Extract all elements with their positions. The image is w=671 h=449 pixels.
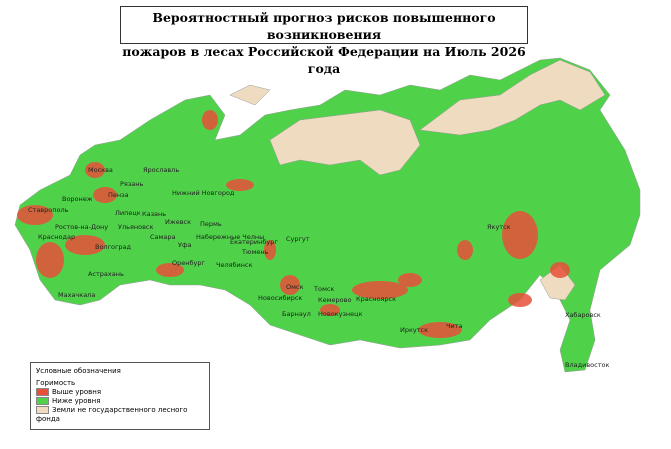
city-label: Пермь bbox=[200, 220, 222, 228]
city-label: Омск bbox=[286, 283, 304, 291]
legend-label: Выше уровня bbox=[52, 388, 102, 396]
city-label: Владивосток bbox=[565, 361, 609, 369]
legend-swatch bbox=[36, 406, 49, 414]
city-label: Томск bbox=[313, 285, 334, 293]
city-labels: Москва Ярославль Рязань Пенза Воронеж Нижний … bbox=[28, 166, 609, 369]
legend-label: Ниже уровня bbox=[52, 397, 101, 405]
city-label: Ставрополь bbox=[28, 206, 69, 214]
city-label: Оренбург bbox=[172, 259, 205, 267]
legend-items: Выше уровня Ниже уровня Земли не государст… bbox=[36, 388, 204, 424]
legend-label: Земли не государственного лесного фонда bbox=[36, 406, 188, 423]
title-line: пожаров в лесах Российской Федерации на … bbox=[122, 44, 526, 76]
city-label: Тюмень bbox=[241, 248, 269, 256]
legend: Условные обозначения Горимость Выше уров… bbox=[30, 362, 210, 430]
city-label: Набережные Челны bbox=[196, 233, 264, 241]
city-label: Махачкала bbox=[58, 291, 95, 299]
city-label: Ярославль bbox=[143, 166, 179, 174]
city-label: Самара bbox=[150, 233, 176, 241]
city-label: Краснодар bbox=[38, 233, 75, 241]
city-label: Новосибирск bbox=[258, 294, 302, 302]
legend-swatch bbox=[36, 388, 49, 396]
title-box: Вероятностный прогноз рисков повышенного… bbox=[120, 6, 528, 76]
city-label: Волгоград bbox=[95, 243, 132, 251]
high-risk-zones bbox=[17, 110, 570, 338]
city-label: Ульяновск bbox=[118, 223, 153, 231]
title-line: Вероятностный прогноз рисков повышенного… bbox=[152, 10, 496, 42]
city-label: Астрахань bbox=[88, 270, 124, 278]
city-label: Якутск bbox=[487, 223, 511, 231]
city-label: Воронеж bbox=[62, 195, 93, 203]
legend-subtitle: Горимость bbox=[36, 379, 76, 387]
city-label: Новокузнецк bbox=[318, 310, 363, 318]
city-label: Чита bbox=[446, 322, 462, 330]
city-label: Хабаровск bbox=[565, 311, 601, 319]
city-label: Красноярск bbox=[356, 295, 396, 303]
city-label: Рязань bbox=[120, 180, 144, 188]
legend-swatch bbox=[36, 397, 49, 405]
legend-item: Ниже уровня bbox=[36, 397, 204, 406]
city-label: Липецк bbox=[115, 209, 141, 217]
city-label: Ижевск bbox=[165, 218, 191, 226]
legend-item: Выше уровня bbox=[36, 388, 204, 397]
legend-title: Условные обозначения bbox=[36, 367, 121, 375]
city-label: Нижний Новгород bbox=[172, 189, 235, 197]
city-label: Сургут bbox=[286, 235, 310, 243]
city-label: Москва bbox=[88, 166, 113, 174]
city-label: Ростов-на-Дону bbox=[55, 223, 108, 231]
city-label: Челябинск bbox=[216, 261, 253, 269]
city-label: Казань bbox=[142, 210, 166, 218]
territory bbox=[14, 57, 641, 373]
city-label: Иркутск bbox=[400, 326, 428, 334]
city-label: Барнаул bbox=[282, 310, 311, 318]
city-label: Кемерово bbox=[318, 296, 351, 304]
legend-item: Земли не государственного лесного фонда bbox=[36, 406, 204, 424]
city-label: Пенза bbox=[108, 191, 129, 199]
city-label: Екатеринбург bbox=[230, 238, 278, 246]
city-label: Уфа bbox=[178, 241, 192, 249]
